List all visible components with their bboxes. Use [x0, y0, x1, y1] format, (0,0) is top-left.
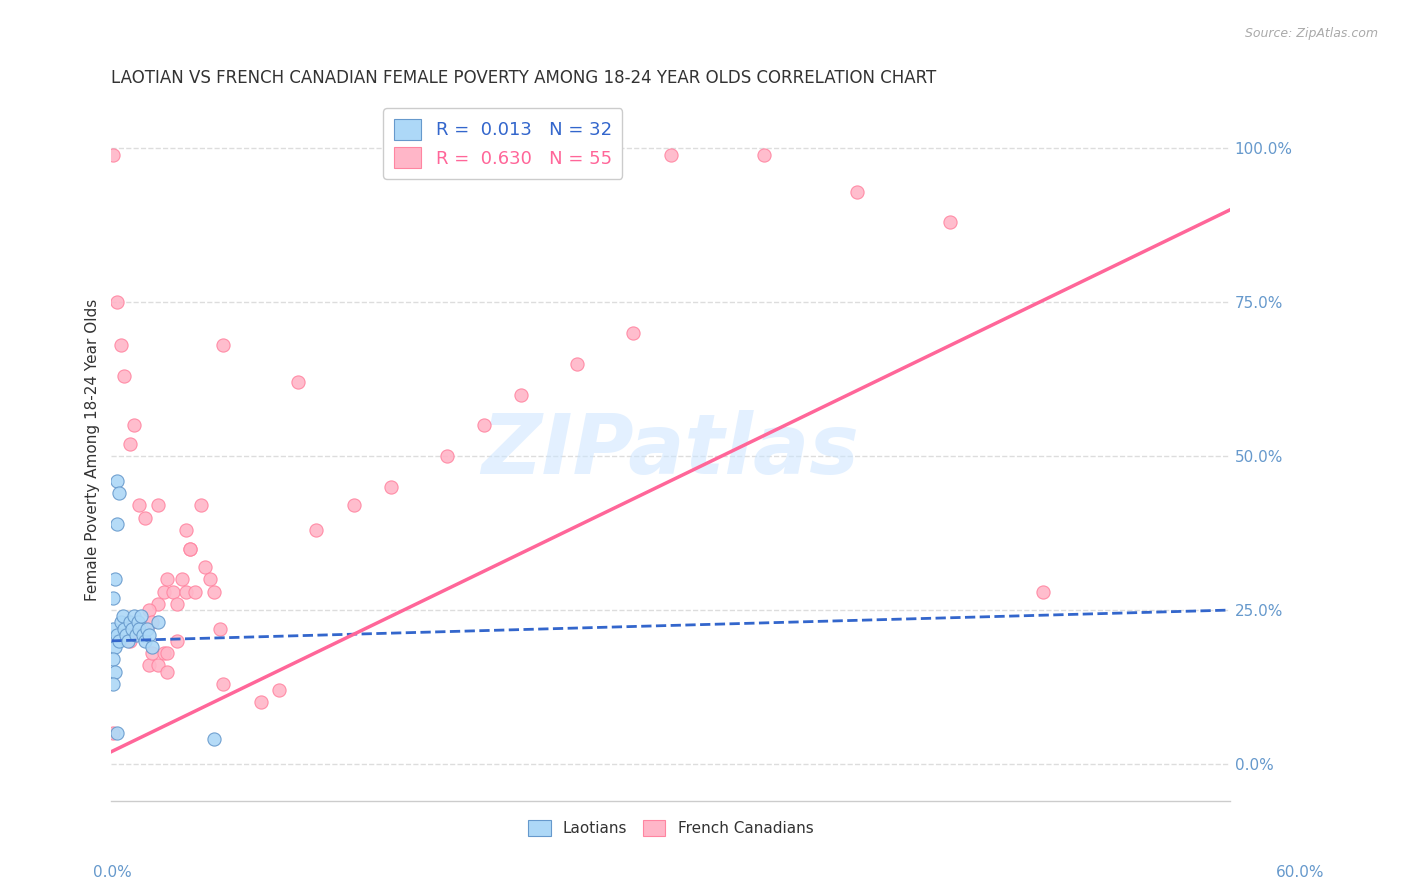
Point: [103, 726, 125, 740]
Point: [105, 628, 128, 642]
Point: [472, 418, 495, 433]
Point: [124, 628, 146, 642]
Point: [118, 615, 141, 630]
Point: [152, 646, 174, 660]
Point: [179, 541, 201, 556]
Point: [129, 609, 152, 624]
Point: [621, 326, 644, 340]
Point: [138, 628, 160, 642]
Point: [190, 499, 212, 513]
Point: [212, 338, 235, 352]
Point: [179, 541, 201, 556]
Point: [134, 510, 156, 524]
Point: [110, 615, 132, 630]
Point: [212, 677, 235, 691]
Point: [184, 584, 207, 599]
Point: [202, 732, 225, 747]
Point: [156, 572, 179, 586]
Point: [269, 683, 291, 698]
Point: [174, 523, 197, 537]
Point: [108, 633, 131, 648]
Point: [128, 622, 150, 636]
Point: [156, 646, 179, 660]
Point: [134, 633, 156, 648]
Point: [166, 633, 188, 648]
Point: [249, 695, 271, 709]
Point: [172, 572, 194, 586]
Point: [115, 628, 138, 642]
Point: [305, 523, 328, 537]
Point: [117, 633, 139, 648]
Point: [146, 597, 169, 611]
Point: [141, 646, 163, 660]
Point: [138, 603, 160, 617]
Point: [121, 622, 143, 636]
Point: [141, 615, 163, 630]
Point: [162, 584, 184, 599]
Text: 0.0%: 0.0%: [93, 865, 132, 880]
Point: [103, 677, 125, 691]
Point: [510, 387, 533, 401]
Point: [343, 499, 366, 513]
Point: [138, 658, 160, 673]
Point: [146, 499, 169, 513]
Point: [194, 560, 217, 574]
Point: [105, 726, 128, 740]
Legend: Laotians, French Canadians: Laotians, French Canadians: [522, 814, 820, 842]
Text: ZIPatlas: ZIPatlas: [482, 409, 859, 491]
Point: [132, 628, 155, 642]
Point: [105, 474, 128, 488]
Point: [103, 652, 125, 666]
Point: [114, 369, 136, 384]
Point: [105, 516, 128, 531]
Point: [110, 338, 132, 352]
Point: [166, 597, 188, 611]
Point: [103, 147, 125, 161]
Point: [122, 622, 145, 636]
Point: [105, 295, 128, 310]
Point: [103, 622, 125, 636]
Point: [939, 215, 962, 229]
Point: [659, 147, 682, 161]
Point: [152, 584, 174, 599]
Point: [146, 615, 169, 630]
Point: [380, 480, 402, 494]
Point: [108, 486, 131, 500]
Point: [845, 185, 868, 199]
Point: [174, 584, 197, 599]
Point: [156, 665, 179, 679]
Y-axis label: Female Poverty Among 18-24 Year Olds: Female Poverty Among 18-24 Year Olds: [86, 299, 100, 601]
Point: [567, 357, 589, 371]
Point: [104, 665, 127, 679]
Point: [103, 591, 125, 605]
Text: Source: ZipAtlas.com: Source: ZipAtlas.com: [1244, 27, 1378, 40]
Point: [752, 147, 775, 161]
Point: [135, 622, 157, 636]
Point: [111, 609, 134, 624]
Point: [104, 640, 127, 654]
Point: [1032, 584, 1054, 599]
Point: [208, 622, 231, 636]
Text: LAOTIAN VS FRENCH CANADIAN FEMALE POVERTY AMONG 18-24 YEAR OLDS CORRELATION CHAR: LAOTIAN VS FRENCH CANADIAN FEMALE POVERT…: [111, 69, 936, 87]
Point: [287, 376, 309, 390]
Text: 60.0%: 60.0%: [1277, 865, 1324, 880]
Point: [104, 572, 127, 586]
Point: [141, 640, 163, 654]
Point: [436, 449, 458, 463]
Point: [118, 633, 141, 648]
Point: [122, 609, 145, 624]
Point: [128, 499, 150, 513]
Point: [198, 572, 221, 586]
Point: [202, 584, 225, 599]
Point: [146, 658, 169, 673]
Point: [122, 418, 145, 433]
Point: [118, 437, 141, 451]
Point: [127, 615, 149, 630]
Point: [114, 622, 136, 636]
